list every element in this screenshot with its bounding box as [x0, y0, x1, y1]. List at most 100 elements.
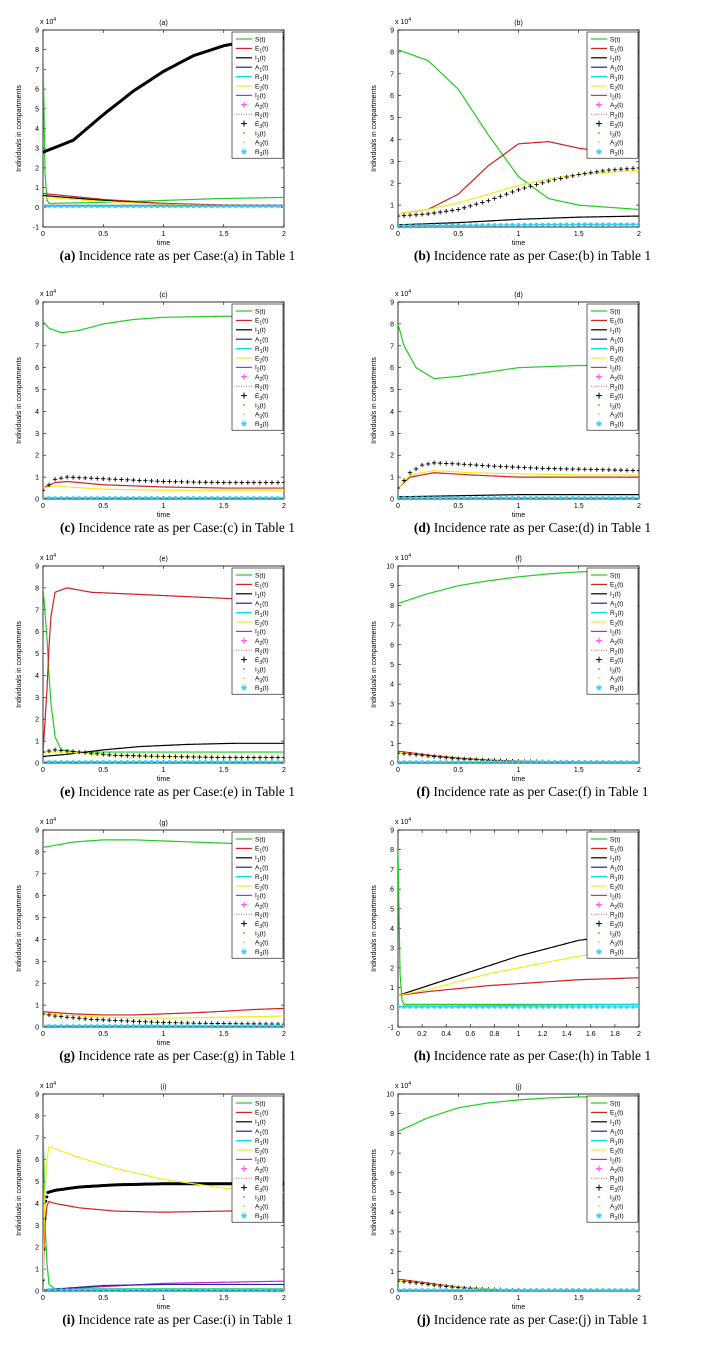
marker-R3 — [77, 1287, 82, 1291]
marker-E3 — [269, 755, 275, 760]
marker-E3 — [398, 750, 401, 756]
y-tick-label: 2 — [35, 981, 39, 988]
y-axis-label: Individuals in compartments — [371, 885, 378, 972]
marker-R3 — [53, 759, 58, 763]
y-axis-label: Individuals in compartments — [371, 357, 378, 444]
legend-label: I3(t) — [610, 130, 621, 139]
marker-R3 — [137, 1287, 142, 1291]
y-tick-label: 9 — [390, 583, 394, 590]
legend-label: R3(t) — [255, 685, 269, 694]
y-tick-label: 7 — [390, 343, 394, 350]
marker-R3 — [137, 759, 142, 763]
y-tick-label: 5 — [390, 1190, 394, 1197]
marker-R3 — [612, 495, 617, 499]
y-tick-label: 9 — [390, 828, 394, 835]
x-tick-label: 1.5 — [574, 503, 584, 510]
marker-R3 — [474, 223, 479, 227]
marker-R3 — [71, 759, 76, 763]
marker-E3 — [143, 478, 148, 483]
y-tick-label: 1 — [390, 475, 394, 482]
caption-text: Incidence rate as per Case:(c) in Table … — [75, 520, 295, 535]
y-tick-label: 9 — [35, 1092, 39, 1099]
legend-label: A1(t) — [610, 65, 623, 74]
marker-R3 — [137, 1023, 142, 1027]
marker-R3 — [402, 223, 407, 227]
marker-E3 — [191, 479, 196, 485]
marker-E3 — [89, 750, 94, 756]
marker-E3 — [101, 476, 106, 481]
marker-R3 — [402, 1004, 407, 1009]
marker-E3 — [504, 464, 509, 469]
marker-E3 — [504, 191, 509, 197]
y-tick-label: 9 — [35, 300, 39, 307]
marker-R3 — [209, 1023, 214, 1027]
marker-R3 — [179, 495, 184, 499]
x-tick-label: 0 — [396, 1295, 400, 1302]
legend-label: I2(t) — [255, 93, 266, 102]
series-R3-stars — [398, 760, 639, 763]
legend-label: I1(t) — [610, 855, 621, 864]
caption-a: (a) Incidence rate as per Case:(a) in Ta… — [0, 248, 355, 264]
marker-R3 — [221, 1287, 226, 1291]
caption-text: Incidence rate as per Case:(g) in Table … — [75, 1048, 296, 1063]
legend-label: E2(t) — [610, 1147, 623, 1156]
legend-symbol — [598, 941, 600, 944]
legend-label: E1(t) — [255, 1110, 268, 1119]
marker-E3 — [558, 176, 563, 181]
marker-R3 — [47, 495, 52, 499]
marker-R3 — [197, 204, 202, 209]
marker-R3 — [420, 1004, 425, 1009]
x-tick-label: 2 — [282, 1295, 286, 1302]
legend-label: E1(t) — [255, 582, 268, 591]
legend-label: I1(t) — [610, 591, 621, 600]
legend-symbol — [598, 413, 600, 416]
marker-R3 — [197, 1023, 202, 1027]
marker-R3 — [558, 760, 563, 763]
marker-R3 — [480, 495, 485, 499]
marker-R3 — [59, 495, 64, 499]
marker-R3 — [546, 222, 551, 227]
legend-label: R3(t) — [255, 149, 269, 158]
x-tick-label: 0.5 — [98, 1031, 108, 1038]
x-tick-label: 0 — [41, 767, 45, 774]
marker-R3 — [269, 1287, 274, 1291]
legend-label: R2(t) — [610, 384, 624, 393]
marker-R3 — [89, 1023, 94, 1027]
marker-R3 — [564, 1004, 569, 1009]
marker-R3 — [185, 495, 190, 499]
legend-label: I2(t) — [255, 1157, 266, 1166]
legend-label: I2(t) — [610, 629, 621, 638]
legend: S(t)E1(t)I1(t)A1(t)R1(t)E2(t)I2(t)A2(t)R… — [586, 1095, 639, 1223]
legend-symbol — [241, 120, 247, 127]
marker-R3 — [251, 1023, 256, 1027]
chart-svg-e: (e) x 104 0 1 2 3 4 5 6 7 8 9 0 0.5 1 1.5 2 time Individua… — [16, 553, 286, 783]
marker-E3 — [161, 754, 166, 759]
marker-R3 — [125, 1023, 130, 1027]
marker-R3 — [618, 1288, 623, 1291]
marker-R3 — [492, 222, 497, 227]
marker-R3 — [432, 1004, 437, 1009]
marker-R3 — [540, 1004, 545, 1009]
marker-R3 — [600, 495, 605, 499]
legend-label: S(t) — [255, 836, 265, 843]
marker-R3 — [516, 1004, 521, 1009]
caption-j: (j) Incidence rate as per Case:(j) in Ta… — [355, 1312, 710, 1328]
marker-R3 — [630, 222, 635, 227]
caption-letter: (h) — [413, 1048, 431, 1063]
marker-R3 — [263, 1023, 268, 1027]
legend-symbol — [241, 901, 247, 908]
legend-label: I3(t) — [255, 130, 266, 139]
marker-R3 — [107, 1023, 112, 1027]
marker-R3 — [402, 1288, 407, 1291]
marker-R3 — [576, 1004, 581, 1009]
marker-R3 — [275, 204, 280, 209]
marker-R3 — [179, 1287, 184, 1291]
marker-R3 — [191, 759, 196, 763]
marker-E3 — [474, 462, 479, 468]
legend-symbol — [596, 148, 602, 155]
x-tick-label: 1 — [162, 503, 166, 510]
marker-R3 — [408, 223, 413, 227]
marker-R3 — [456, 1288, 461, 1291]
marker-R3 — [398, 1288, 400, 1291]
marker-R3 — [600, 1288, 605, 1291]
